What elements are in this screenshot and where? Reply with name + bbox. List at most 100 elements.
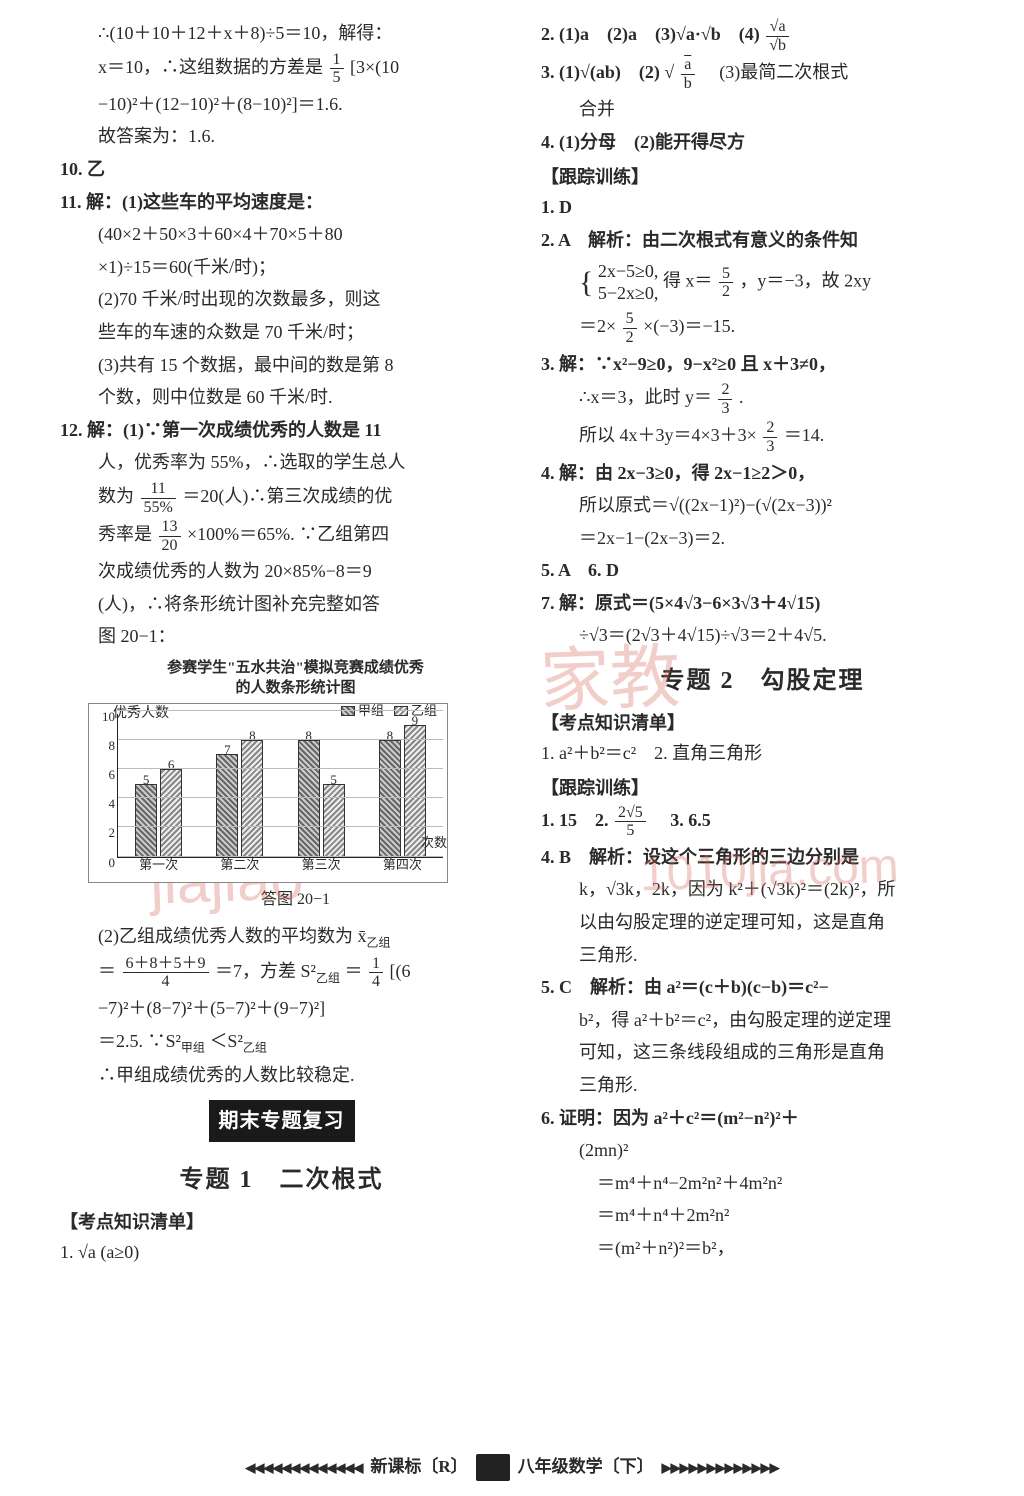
right-column: 2. (1)a (2)a (3)√a·√b (4) √a√b 3. (1)√(a… [533, 18, 984, 1270]
text-line: −10)²＋(12−10)²＋(8−10)²]＝1.6. [60, 89, 503, 120]
text-line: −7)²＋(8−7)²＋(5−7)²＋(9−7)²] [60, 993, 503, 1024]
text-line: ∴甲组成绩优秀的人数比较稳定. [60, 1060, 503, 1091]
numerator: a [681, 56, 695, 75]
brace-icon: { [579, 266, 593, 299]
section-box-wrap: 期末专题复习 [60, 1092, 503, 1150]
y-tick-label: 0 [95, 852, 115, 874]
fraction: 23 [763, 419, 777, 455]
text-line: 4. (1)分母 (2)能开得尽方 [541, 127, 984, 158]
fraction: ab [681, 56, 695, 92]
text-line: (2)乙组成绩优秀人数的平均数为 x̄乙组 [60, 921, 503, 953]
text: 3. (1)√(ab) (2) [541, 62, 660, 82]
numerator: 11 [141, 480, 176, 499]
text-line: 故答案为：1.6. [60, 121, 503, 152]
text-line: 三角形. [541, 940, 984, 971]
bar-group: 56第一次 [135, 769, 182, 857]
text-line: ＝m⁴＋n⁴−2m²n²＋4m²n² [541, 1168, 984, 1199]
text-line: ×1)÷15＝60(千米/时)； [60, 252, 503, 283]
y-tick-label: 2 [95, 822, 115, 844]
text-line: 以由勾股定理的逆定理可知，这是直角 [541, 907, 984, 938]
denominator: 5 [330, 69, 344, 87]
arrow-right-icon [662, 1453, 779, 1482]
text-line: 3. (1)√(ab) (2) √ ab (3)最简二次根式 [541, 56, 984, 92]
kp-1: 1. √a (a≥0) [60, 1237, 503, 1268]
subscript: 乙组 [316, 971, 340, 985]
text: ＝14. [784, 426, 825, 446]
bar-value: 8 [299, 725, 319, 747]
text-line: 2. (1)a (2)a (3)√a·√b (4) √a√b [541, 18, 984, 54]
numerator: 5 [623, 310, 637, 329]
text-line: 6. 证明：因为 a²＋c²＝(m²−n²)²＋ [541, 1103, 984, 1134]
text-line: 次成绩优秀的人数为 20×85%−8＝9 [60, 556, 503, 587]
text: 5. C 解析：由 a²＝(c＋b)(c−b)＝c²− [541, 977, 829, 997]
text: ＝2.5. ∵S² [98, 1031, 181, 1051]
text: 4. B 解析：设这个三角形的三边分别是 [541, 847, 859, 867]
numerator: 5 [719, 265, 733, 284]
fraction: 52 [719, 265, 733, 301]
fraction: 6＋8＋5＋94 [123, 955, 209, 991]
text-line: 3. 解：∵x²−9≥0，9−x²≥0 且 x＋3≠0， [541, 349, 984, 380]
text-line: 数为 1155% ＝20(人)∴第三次成绩的优 [60, 480, 503, 516]
bars-container: 56第一次78第二次85第三次89第四次 [118, 714, 443, 857]
text-line: 合并 [541, 94, 984, 125]
text-line: (2mn)² [541, 1135, 984, 1166]
text-line: x＝10，∴这组数据的方差是 15 [3×(10 [60, 51, 503, 87]
subscript: 甲组 [181, 1040, 205, 1054]
bar-value: 6 [161, 754, 181, 776]
page-content: ∴(10＋10＋12＋x＋8)÷5＝10，解得： x＝10，∴这组数据的方差是 … [0, 0, 1024, 1330]
text-line: 图 20−1： [60, 621, 503, 652]
text: ∴x＝3，此时 y＝ [579, 387, 712, 407]
text: ×100%＝65%. ∵乙组第四 [187, 524, 389, 544]
bar-value: 5 [324, 769, 344, 791]
numerator: 6＋8＋5＋9 [123, 955, 209, 974]
text: ×(−3)＝−15. [643, 317, 735, 337]
text: . [739, 387, 744, 407]
text-line: ＝ 6＋8＋5＋94 ＝7，方差 S²乙组 ＝ 14 [(6 [60, 955, 503, 991]
text: 秀率是 [98, 524, 152, 544]
text-line: 可知，这三条线段组成的三角形是直角 [541, 1037, 984, 1068]
bar-chart: 参赛学生"五水共治"模拟竞赛成绩优秀 的人数条形统计图 优秀人数 甲组 乙组 5… [88, 658, 503, 913]
text-line: ＝2x−1−(2x−3)＝2. [541, 523, 984, 554]
fraction: 23 [718, 381, 732, 417]
text: 5−2x≥0, [598, 283, 659, 303]
text-line: 秀率是 1320 ×100%＝65%. ∵乙组第四 [60, 518, 503, 554]
text-line: 1. 15 2. 2√55 3. 6.5 [541, 804, 984, 840]
x-tick-label: 第二次 [210, 854, 269, 876]
text: 1. 15 2. [541, 810, 609, 830]
text: 数为 [98, 486, 134, 506]
numerator: 13 [159, 518, 181, 537]
denominator: 4 [369, 973, 383, 991]
fraction: 2√55 [615, 804, 646, 840]
text-line: 2. A 解析：由二次根式有意义的条件知 [541, 225, 984, 256]
denominator: 20 [159, 537, 181, 555]
text-line: b²，得 a²＋b²＝c²，由勾股定理的逆定理 [541, 1005, 984, 1036]
bar-value: 8 [380, 725, 400, 747]
text: 6. 证明：因为 a²＋c²＝(m²−n²)²＋ [541, 1108, 799, 1128]
text-line: 4. 解：由 2x−3≥0，得 2x−1≥2＞0， [541, 458, 984, 489]
answer-56: 5. A 6. D [541, 555, 984, 586]
arrow-left-icon [245, 1453, 362, 1482]
track-label: 【跟踪训练】 [541, 162, 984, 193]
numerator: 1 [330, 51, 344, 70]
text-line: (3)共有 15 个数据，最中间的数是第 8 [60, 350, 503, 381]
text-line: ∴x＝3，此时 y＝ 23 . [541, 381, 984, 417]
text: x＝10，∴这组数据的方差是 [98, 57, 323, 77]
text-line: ÷√3＝(2√3＋4√15)÷√3＝2＋4√5. [541, 620, 984, 651]
text: (2)乙组成绩优秀人数的平均数为 x̄ [98, 926, 367, 946]
x-axis-label: 次数 [421, 832, 447, 854]
x-tick-label: 第四次 [373, 854, 432, 876]
text: 2. (1)a (2)a (3)√a·√b (4) [541, 24, 760, 44]
denominator: b [681, 75, 695, 93]
topic-1-title: 专题 1 二次根式 [60, 1160, 503, 1201]
bar-value: 9 [405, 710, 425, 732]
chart-title-2: 的人数条形统计图 [88, 678, 503, 698]
text-line: ＝2× 52 ×(−3)＝−15. [541, 310, 984, 346]
text: (3)最简二次根式 [701, 62, 848, 82]
x-tick-label: 第一次 [129, 854, 188, 876]
q11-head: 11. 解：(1)这些车的平均速度是： [60, 187, 503, 218]
bar-series-b: 5 [323, 784, 345, 857]
denominator: √b [766, 37, 789, 55]
text-line: 所以 4x＋3y＝4×3＋3× 23 ＝14. [541, 419, 984, 455]
section-box: 期末专题复习 [209, 1100, 355, 1142]
text-line: 人，优秀率为 55%，∴选取的学生总人 [60, 447, 503, 478]
